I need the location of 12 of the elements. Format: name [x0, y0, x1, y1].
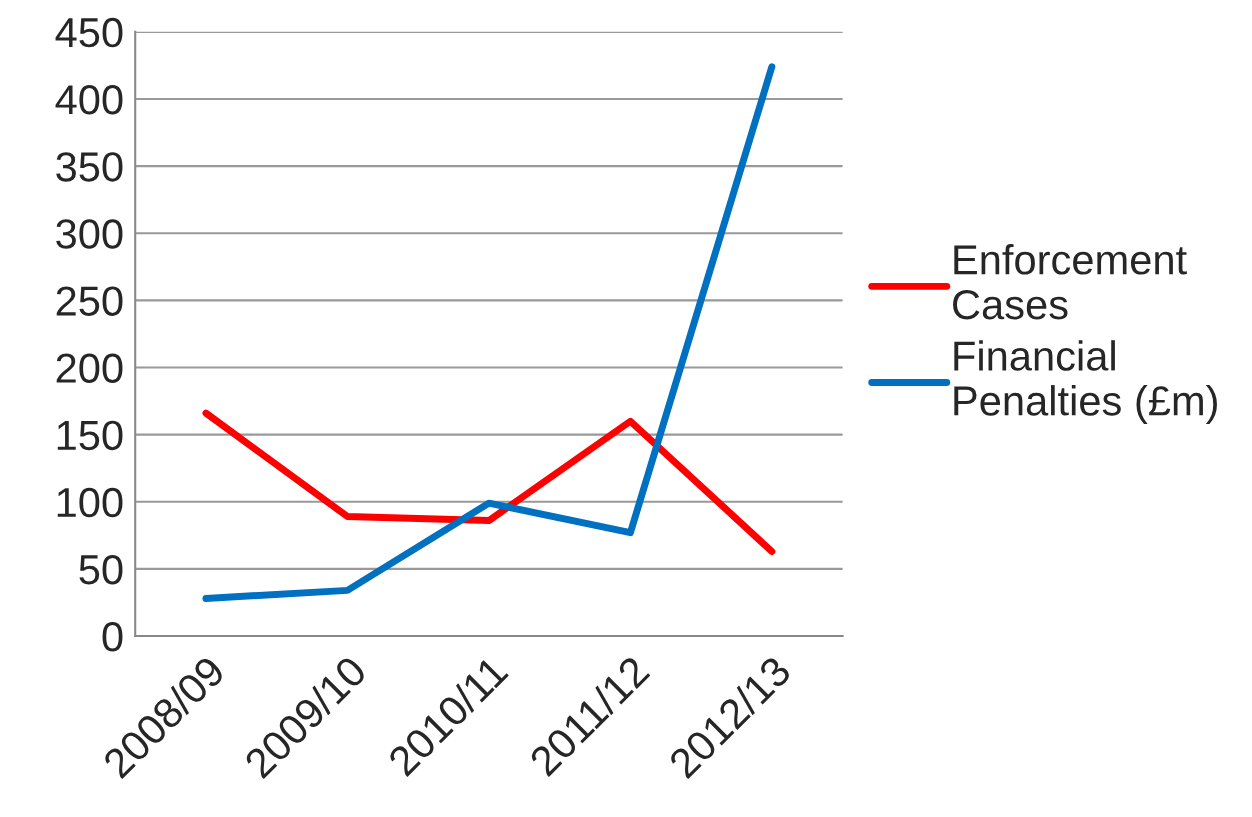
- y-tick-label: 400: [55, 85, 123, 115]
- y-tick-label: 150: [57, 420, 123, 451]
- y-tick-label: 50: [79, 554, 123, 585]
- y-tick-label: 300: [56, 219, 123, 249]
- y-tick-label: 350: [56, 152, 123, 182]
- y-tick-label: 250: [56, 286, 123, 316]
- y-tick-label: 0: [102, 622, 123, 652]
- legend-label: Financial Penalties (£m): [954, 340, 1217, 424]
- y-tick-label: 100: [57, 487, 123, 518]
- legend-label: Enforcement Cases: [953, 244, 1187, 320]
- y-tick-label: 450: [55, 17, 123, 48]
- y-tick-label: 200: [56, 353, 123, 384]
